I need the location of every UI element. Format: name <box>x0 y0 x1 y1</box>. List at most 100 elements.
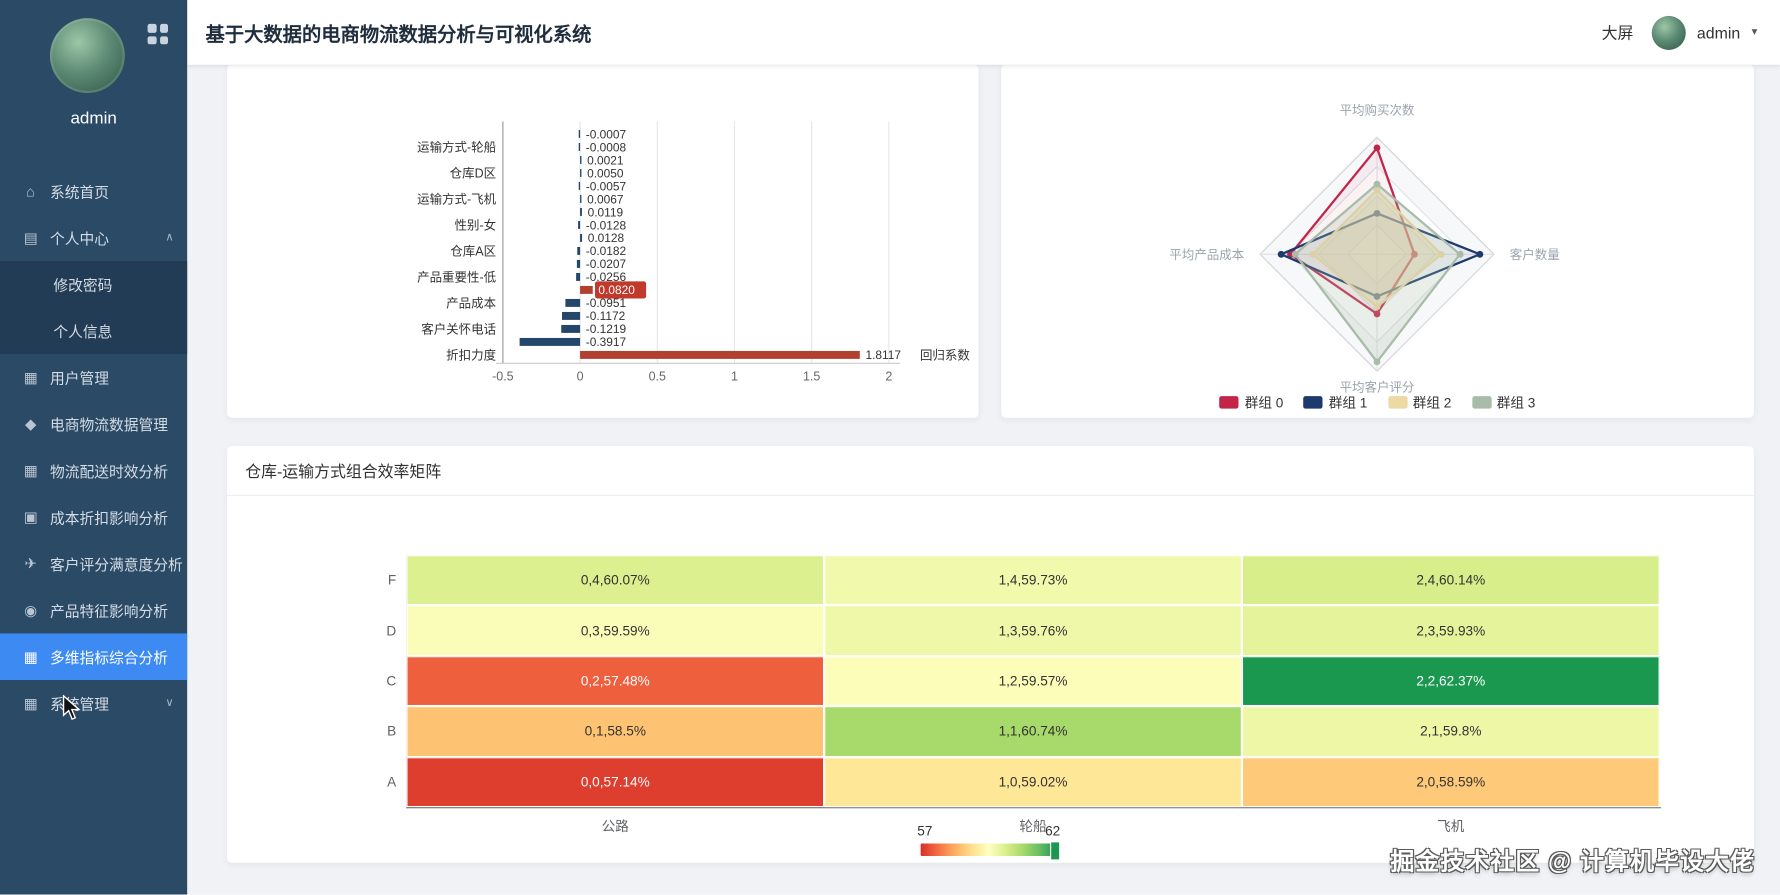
svg-text:-0.0207: -0.0207 <box>586 257 627 271</box>
radar-legend: 群组 0 群组 1 群组 2 群组 3 <box>1001 393 1754 412</box>
heatmap-cell[interactable]: 2,1,59.8% <box>1241 706 1660 757</box>
heatmap-cell[interactable]: 1,4,59.73% <box>824 555 1242 606</box>
sidebar-item[interactable]: ▦ 多维指标综合分析 <box>0 633 188 680</box>
sidebar-item[interactable]: ✈ 客户评分满意度分析 <box>0 540 187 587</box>
legend-swatch <box>1387 396 1408 409</box>
legend-swatch <box>1219 396 1240 409</box>
sidebar-item[interactable]: ▣ 成本折扣影响分析 <box>0 494 187 541</box>
sidebar-item[interactable]: ▤ 个人中心 ∧ <box>0 215 187 262</box>
heatmap-cell[interactable]: 1,3,59.76% <box>824 605 1242 656</box>
legend-swatch <box>1471 396 1492 409</box>
color-scale-max: 62 <box>1045 823 1061 839</box>
sidebar-item-label: 客户评分满意度分析 <box>49 556 183 574</box>
colormap-bar[interactable] <box>920 841 1061 861</box>
header-username[interactable]: admin <box>1696 23 1741 42</box>
svg-text:0.0820: 0.0820 <box>598 283 635 297</box>
content: -0.5 0 0.5 1 1.5 2 -0.0007 运输方式-轮船 -0.0008 0.0021… <box>187 64 1780 895</box>
heatmap-row-label: A <box>387 773 397 790</box>
page-title: 基于大数据的电商物流数据分析与可视化系统 <box>205 23 592 46</box>
legend-item[interactable]: 群组 3 <box>1471 393 1535 412</box>
home-icon: ⌂ <box>26 182 36 200</box>
heatmap-cell[interactable]: 0,3,59.59% <box>406 605 825 656</box>
charts-row: -0.5 0 0.5 1 1.5 2 -0.0007 运输方式-轮船 -0.0008 0.0021… <box>227 64 1780 418</box>
legend-item[interactable]: 群组 1 <box>1303 393 1368 412</box>
heatmap-cell[interactable]: 2,3,59.93% <box>1241 605 1660 656</box>
svg-text:1.5: 1.5 <box>803 369 820 383</box>
sidebar-item[interactable]: ◉ 产品特征影响分析 <box>0 587 187 634</box>
sidebar-username: admin <box>70 108 117 129</box>
apps-grid-icon[interactable] <box>147 23 169 45</box>
heatmap-row-label: C <box>386 673 397 690</box>
svg-text:0.0021: 0.0021 <box>587 153 624 167</box>
chevron-down-icon: ∨ <box>165 697 174 710</box>
sidebar-item[interactable]: ▦ 用户管理 <box>0 354 187 401</box>
heatmap-cell[interactable]: 2,2,62.37% <box>1241 655 1660 707</box>
big-screen-link[interactable]: 大屏 <box>1601 23 1634 42</box>
sidebar-item[interactable]: ▦ 物流配送时效分析 <box>0 447 187 494</box>
heatmap-cell[interactable]: 0,4,60.07% <box>406 555 825 606</box>
svg-text:平均购买次数: 平均购买次数 <box>1340 103 1415 118</box>
heatmap-cell[interactable]: 1,1,60.74% <box>824 706 1242 757</box>
sidebar-item-label: 系统首页 <box>49 183 109 201</box>
heatmap-card: 仓库-运输方式组合效率矩阵 F 0,4,60.07% 1,4,59.73% 2,4,6… <box>227 446 1754 863</box>
heatmap-row: A 0,0,57.14% 1,0,59.02% 2,0,58.59% <box>372 756 1660 808</box>
legend-item[interactable]: 群组 0 <box>1219 393 1283 412</box>
svg-text:-0.0008: -0.0008 <box>586 140 627 154</box>
svg-text:0.0128: 0.0128 <box>588 231 625 245</box>
heatmap-grid: F 0,4,60.07% 1,4,59.73% 2,4,60.14% D 0,3,59.5… <box>372 555 1660 835</box>
svg-text:运输方式-轮船: 运输方式-轮船 <box>417 139 496 154</box>
svg-text:-0.0951: -0.0951 <box>586 296 627 310</box>
sidebar-item-label: 成本折扣影响分析 <box>49 509 169 527</box>
sidebar-subitem-label: 个人信息 <box>53 323 113 341</box>
heatmap-cell[interactable]: 1,2,59.57% <box>824 655 1242 707</box>
user-avatar-large <box>49 18 125 94</box>
heatmap-col-label: 公路 <box>601 818 629 835</box>
heatmap-row-label: F <box>387 572 397 589</box>
heatmap-cell[interactable]: 0,2,57.48% <box>406 655 825 707</box>
bulb-icon: ◉ <box>24 601 38 619</box>
top-header: 基于大数据的电商物流数据分析与可视化系统 大屏 admin ▾ <box>187 0 1780 65</box>
svg-text:回归系数: 回归系数 <box>920 347 970 362</box>
svg-text:0.0119: 0.0119 <box>588 205 624 219</box>
heatmap-cell[interactable]: 1,0,59.02% <box>824 756 1242 808</box>
chevron-down-icon[interactable]: ▾ <box>1751 26 1758 39</box>
sidebar-item[interactable]: ▦ 系统管理 ∨ <box>0 680 187 727</box>
svg-text:2: 2 <box>885 369 892 383</box>
sidebar-item-label: 多维指标综合分析 <box>49 649 169 667</box>
cluster-radar-card: 平均购买次数 客户数量 平均客户评分 平均产品成本 群组 0 群组 1 群组 2 群组 3 <box>1001 64 1754 418</box>
legend-label: 群组 1 <box>1328 395 1368 411</box>
sidebar-item-label: 用户管理 <box>49 370 109 388</box>
sidebar-item[interactable]: ◆ 电商物流数据管理 <box>0 401 187 448</box>
bar-chart[interactable]: -0.5 0 0.5 1 1.5 2 -0.0007 运输方式-轮船 -0.00080.0021… <box>227 65 979 418</box>
svg-text:性别-女: 性别-女 <box>455 217 497 232</box>
svg-text:-0.1219: -0.1219 <box>586 322 627 336</box>
svg-text:-0.0057: -0.0057 <box>586 179 627 193</box>
heatmap-cell[interactable]: 2,4,60.14% <box>1241 555 1660 606</box>
sidebar-item-label: 电商物流数据管理 <box>49 416 169 434</box>
sidebar-subitem[interactable]: 修改密码 <box>0 261 188 308</box>
mouse-cursor <box>62 694 81 721</box>
sidebar-subitem[interactable]: 个人信息 <box>0 307 188 355</box>
heatmap-col-label: 轮船 <box>1019 818 1047 835</box>
svg-text:客户关怀电话: 客户关怀电话 <box>421 321 496 336</box>
sidebar-item-label: 产品特征影响分析 <box>49 602 169 620</box>
heatmap-col-labels: 公路 轮船 飞机 <box>406 807 1659 835</box>
sidebar-item[interactable]: ⌂ 系统首页 <box>0 168 187 215</box>
heatmap-cell[interactable]: 0,1,58.5% <box>406 706 825 757</box>
svg-text:产品成本: 产品成本 <box>446 296 496 310</box>
svg-text:0.0067: 0.0067 <box>587 192 624 206</box>
color-scale[interactable]: 57 62 <box>917 823 1061 862</box>
heatmap-cell[interactable]: 0,0,57.14% <box>406 756 825 808</box>
legend-item[interactable]: 群组 2 <box>1387 393 1451 412</box>
shield-icon: ◆ <box>24 414 37 432</box>
svg-text:1.8117: 1.8117 <box>865 348 901 362</box>
svg-text:仓库D区: 仓库D区 <box>450 165 496 180</box>
user-avatar-small[interactable] <box>1651 15 1686 50</box>
svg-text:0: 0 <box>577 369 584 383</box>
sidebar-menu: ⌂ 系统首页 ▤ 个人中心 ∧ 修改密码 个人信息 ▦ 用户管理 ◆ 电商物流数据管理 ▦ 物流配送时效… <box>0 168 188 727</box>
heatmap-cell[interactable]: 2,0,58.59% <box>1241 756 1660 808</box>
grid-icon: ▦ <box>23 461 38 479</box>
regression-chart-card: -0.5 0 0.5 1 1.5 2 -0.0007 运输方式-轮船 -0.0008 0.0021… <box>227 64 979 418</box>
